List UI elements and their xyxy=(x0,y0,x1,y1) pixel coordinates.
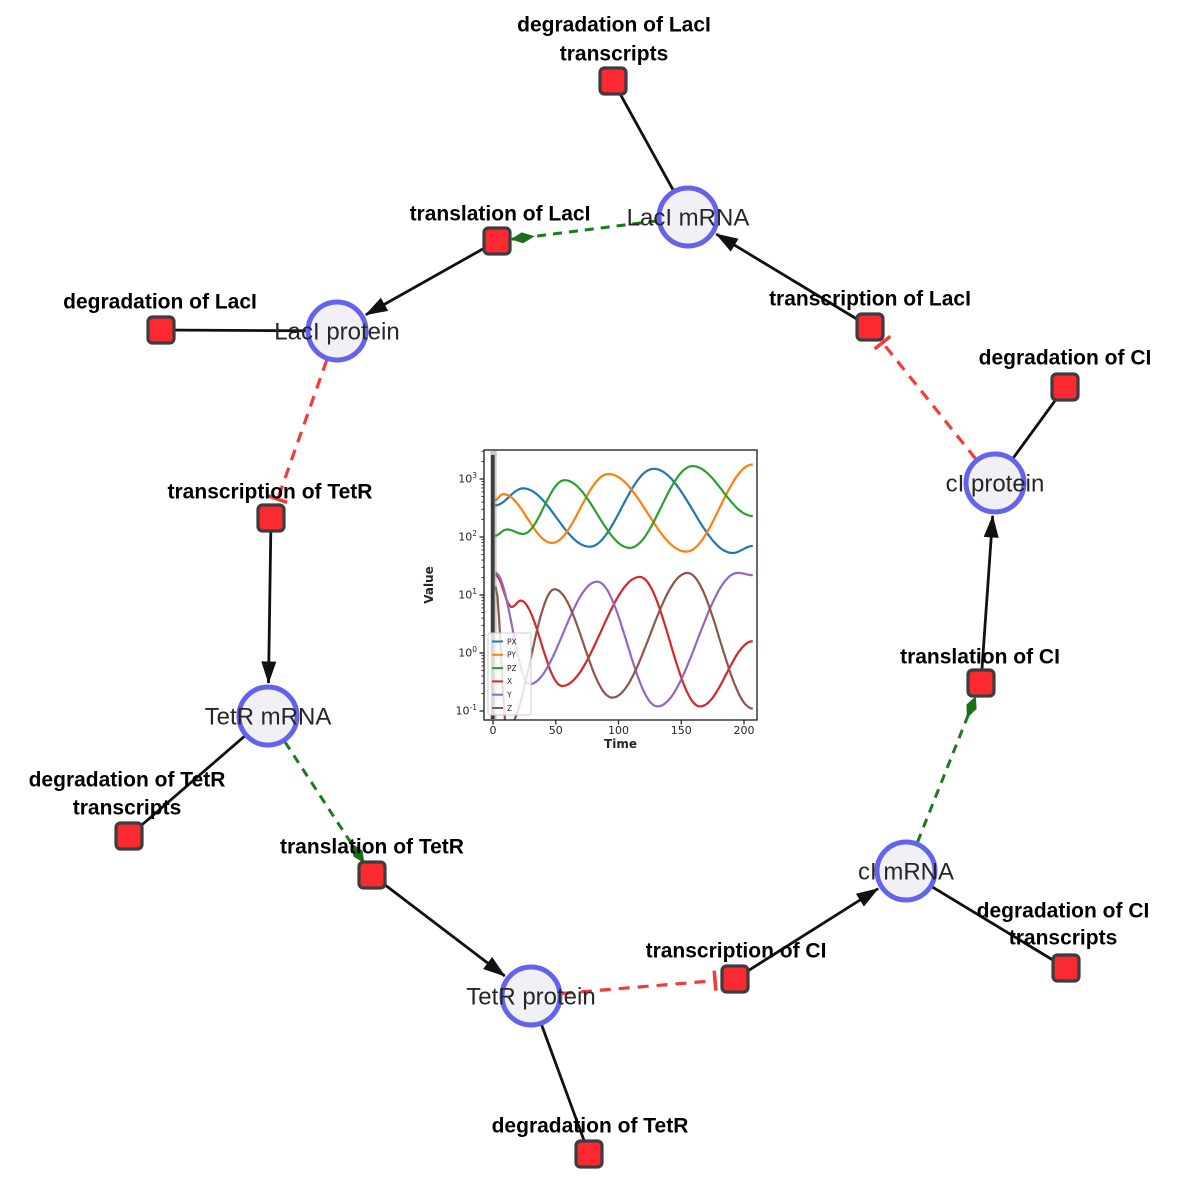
y-tick-label: 103 xyxy=(458,471,477,486)
reaction-label-transl_laci-line0: translation of LacI xyxy=(410,203,591,226)
series-PY-line xyxy=(494,463,754,553)
reaction-node-transl_tetr[interactable] xyxy=(357,860,387,890)
legend-label-PX: PX xyxy=(507,637,517,646)
series-Z-line xyxy=(494,571,753,720)
reaction-node-deg_tetr[interactable] xyxy=(574,1139,604,1169)
plot-series-group xyxy=(494,463,754,720)
reaction-label-tc_tetr-line0: transcription of TetR xyxy=(168,481,373,504)
y-tick-label: 10-1 xyxy=(456,703,478,718)
edge-arrow-transl_ci-to-ci_protein xyxy=(980,514,999,670)
reaction-label-deg_ci_tx-line0: degradation of CI xyxy=(977,900,1150,923)
species-label-laci_protein: LacI protein xyxy=(274,319,399,346)
species-node-tetr_mrna[interactable] xyxy=(236,684,300,748)
reaction-node-tc_ci[interactable] xyxy=(720,964,750,994)
edge-plain-tetr_protein-to-deg_tetr xyxy=(540,1023,591,1155)
species-node-ci_mrna[interactable] xyxy=(874,839,938,903)
legend-label-Y: Y xyxy=(506,691,512,700)
x-tick-label: 150 xyxy=(671,724,692,737)
edge-arrow-transl_tetr-to-tetr_protein xyxy=(382,882,506,978)
timeseries-inset-plot: 0 50 100 150 200 10-1 100 101 102 103 Time Value PX P… xyxy=(422,449,758,751)
reaction-node-tc_tetr[interactable] xyxy=(256,503,286,533)
edge-arrow-tc_laci-to-laci_mrna xyxy=(715,232,859,321)
reaction-label-deg_tetr-line0: degradation of TetR xyxy=(492,1115,689,1138)
y-tick-label: 101 xyxy=(458,587,477,602)
x-axis-label: Time xyxy=(604,737,637,751)
y-tick-label: 100 xyxy=(458,645,477,660)
reaction-node-deg_ci_tx[interactable] xyxy=(1051,953,1081,983)
reaction-node-transl_ci[interactable] xyxy=(966,668,996,698)
legend-label-X: X xyxy=(507,677,512,686)
species-node-tetr_protein[interactable] xyxy=(499,964,563,1028)
edge-inhibition-ci_protein-to-tc_laci xyxy=(873,334,977,460)
edge-activation-laci_mrna-to-transl_laci xyxy=(510,219,658,244)
reaction-label-transl_tetr-line0: translation of TetR xyxy=(280,836,464,859)
edge-inhibition-tetr_protein-to-tc_ci xyxy=(561,970,718,996)
reaction-label-deg_tetr_tx-line1: transcripts xyxy=(73,797,182,820)
edges-layer xyxy=(128,80,1067,1155)
edge-plain-ci_mrna-to-deg_ci_tx xyxy=(930,885,1067,970)
reaction-label-tc_laci-line0: transcription of LacI xyxy=(769,288,971,311)
reaction-node-deg_laci[interactable] xyxy=(146,315,176,345)
edge-arrow-tc_ci-to-ci_mrna xyxy=(746,887,879,973)
edge-inhibition-laci_protein-to-tc_tetr xyxy=(267,359,329,505)
x-tick-label: 100 xyxy=(608,724,629,737)
edge-activation-tetr_mrna-to-transl_tetr xyxy=(283,741,366,864)
legend-label-PY: PY xyxy=(507,651,516,660)
reaction-node-transl_laci[interactable] xyxy=(482,226,512,256)
reaction-node-tc_laci[interactable] xyxy=(855,312,885,342)
species-node-ci_protein[interactable] xyxy=(963,451,1027,515)
reaction-node-deg_tetr_tx[interactable] xyxy=(114,821,144,851)
edge-plain-laci_protein-to-deg_laci xyxy=(160,328,308,333)
reaction-node-deg_ci[interactable] xyxy=(1050,372,1080,402)
edge-activation-ci_mrna-to-transl_ci xyxy=(916,696,977,843)
reaction-label-deg_laci-line0: degradation of LacI xyxy=(63,291,257,314)
species-node-laci_protein[interactable] xyxy=(305,299,369,363)
species-label-laci_mrna: LacI mRNA xyxy=(627,205,750,232)
reaction-label-deg_ci-line0: degradation of CI xyxy=(979,347,1152,370)
x-tick-label: 200 xyxy=(734,724,755,737)
transient-band xyxy=(490,451,497,719)
species-label-tetr_protein: TetR protein xyxy=(466,984,595,1011)
species-node-laci_mrna[interactable] xyxy=(656,185,720,249)
series-PZ-line xyxy=(494,465,753,549)
series-PX-line xyxy=(494,467,753,555)
legend-label-Z: Z xyxy=(507,704,512,713)
x-tick-label: 0 xyxy=(490,724,497,737)
y-tick-label: 102 xyxy=(458,529,477,544)
reaction-label-deg_tetr_tx-line0: degradation of TetR xyxy=(29,769,226,792)
nodes-layer xyxy=(114,66,1081,1169)
legend-label-PZ: PZ xyxy=(507,664,517,673)
edge-plain-tetr_mrna-to-deg_tetr_tx xyxy=(128,734,247,838)
plot-frame xyxy=(483,449,758,721)
edge-arrow-tc_tetr-to-tetr_mrna xyxy=(261,531,277,685)
species-label-tetr_mrna: TetR mRNA xyxy=(205,704,332,731)
labels-layer: LacI mRNA LacI protein cI protein TetR mRNA… xyxy=(29,14,1152,1138)
reaction-label-deg_laci_tx-line1: transcripts xyxy=(560,43,669,66)
reaction-label-deg_ci_tx-line1: transcripts xyxy=(1009,927,1118,950)
species-label-ci_mrna: cI mRNA xyxy=(858,859,954,886)
edge-plain-laci_mrna-to-deg_laci_tx xyxy=(611,80,675,192)
reaction-label-transl_ci-line0: translation of CI xyxy=(900,646,1060,669)
edge-arrow-transl_laci-to-laci_protein xyxy=(364,246,486,317)
reaction-label-deg_laci_tx-line0: degradation of LacI xyxy=(517,14,711,37)
y-axis-label: Value xyxy=(422,566,436,604)
species-label-ci_protein: cI protein xyxy=(946,471,1045,498)
reaction-label-tc_ci-line0: transcription of CI xyxy=(646,940,827,963)
x-tick-label: 50 xyxy=(549,724,563,737)
reaction-node-deg_laci_tx[interactable] xyxy=(598,66,628,96)
